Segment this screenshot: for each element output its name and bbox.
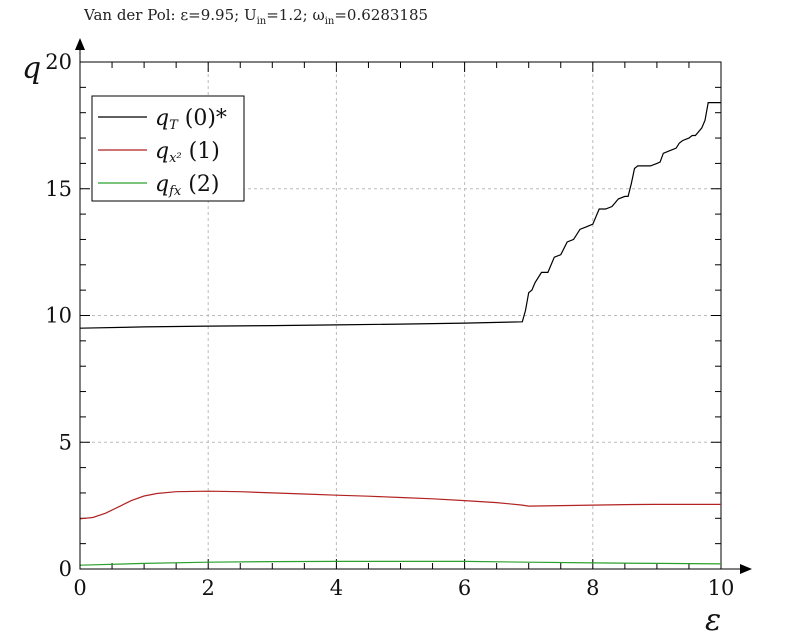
x-tick-label: 8 — [586, 576, 599, 600]
y-tick-label: 0 — [59, 557, 72, 581]
series-line-1 — [79, 490, 721, 520]
x-axis-arrow — [740, 564, 752, 574]
y-tick-label: 10 — [45, 304, 72, 328]
tick-labels: 0 2 4 6 8 10 0 5 10 15 20 — [45, 50, 734, 600]
x-tick-label: 6 — [458, 576, 471, 600]
grid-lines — [80, 62, 721, 569]
legend-label-1: qx² (1) — [155, 139, 220, 166]
x-tick-label: 2 — [202, 576, 215, 600]
series-layer — [79, 101, 722, 566]
legend: qT (0)* qx² (1) qfx (2) — [91, 95, 245, 202]
axes — [75, 38, 752, 574]
x-tick-label: 4 — [330, 576, 343, 600]
x-tick-label: 0 — [73, 576, 86, 600]
x-axis-title: ε — [705, 603, 721, 633]
series-line-0 — [79, 101, 721, 329]
y-axis-title: q — [22, 51, 41, 86]
y-axis-arrow — [75, 38, 85, 50]
y-tick-label: 15 — [45, 177, 72, 201]
series-line-2 — [79, 560, 722, 566]
legend-label-2: qfx (2) — [155, 172, 219, 199]
y-tick-label: 5 — [59, 430, 72, 454]
y-tick-label: 20 — [45, 50, 72, 74]
x-tick-label: 10 — [708, 576, 735, 600]
legend-label-0: qT (0)* — [155, 106, 227, 133]
chart-title: Van der Pol: ε=9.95; Uin=1.2; ωin=0.6283… — [84, 6, 429, 27]
